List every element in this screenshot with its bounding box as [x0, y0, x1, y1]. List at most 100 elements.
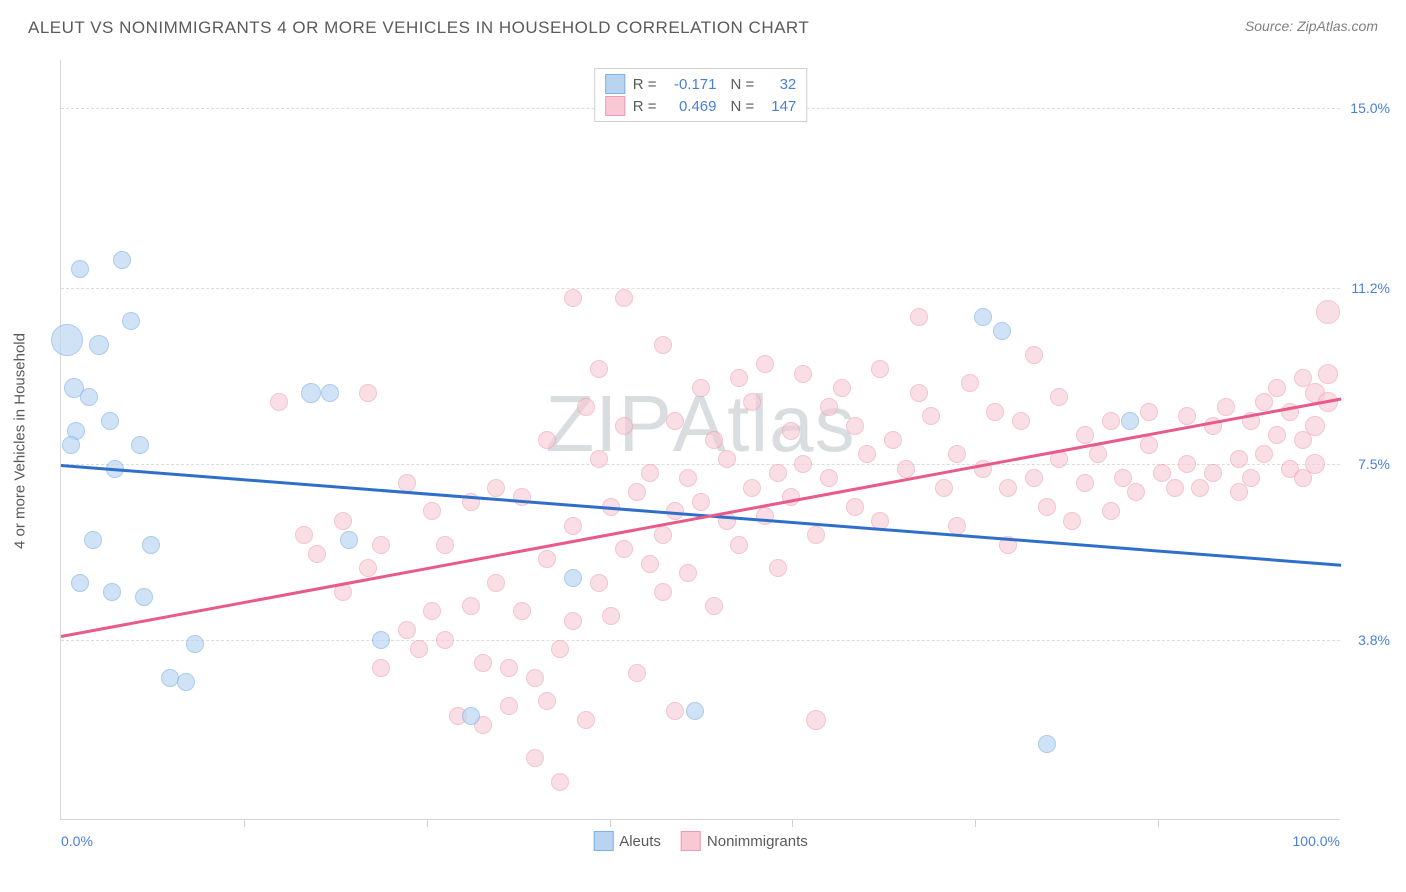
scatter-point	[564, 289, 582, 307]
scatter-point	[1025, 469, 1043, 487]
scatter-point	[1121, 412, 1139, 430]
scatter-point	[80, 388, 98, 406]
scatter-point	[871, 360, 889, 378]
legend-swatch-aleuts	[593, 831, 613, 851]
swatch-nonimmigrants	[605, 96, 625, 116]
scatter-point	[308, 545, 326, 563]
scatter-point	[1318, 364, 1338, 384]
scatter-point	[474, 654, 492, 672]
scatter-point	[641, 464, 659, 482]
scatter-point	[161, 669, 179, 687]
x-tick	[1158, 819, 1159, 827]
legend-item-aleuts: Aleuts	[593, 831, 661, 851]
scatter-point	[142, 536, 160, 554]
scatter-point	[1230, 450, 1248, 468]
scatter-point	[513, 602, 531, 620]
scatter-point	[794, 365, 812, 383]
scatter-point	[756, 355, 774, 373]
scatter-point	[1038, 498, 1056, 516]
scatter-point	[666, 702, 684, 720]
scatter-point	[590, 450, 608, 468]
scatter-point	[590, 360, 608, 378]
scatter-point	[462, 597, 480, 615]
scatter-point	[372, 536, 390, 554]
scatter-point	[1178, 407, 1196, 425]
scatter-point	[615, 289, 633, 307]
legend-swatch-nonimmigrants	[681, 831, 701, 851]
scatter-point	[615, 540, 633, 558]
scatter-point	[538, 431, 556, 449]
scatter-point	[101, 412, 119, 430]
legend-item-nonimmigrants: Nonimmigrants	[681, 831, 808, 851]
scatter-point	[1230, 483, 1248, 501]
scatter-point	[686, 702, 704, 720]
scatter-point	[122, 312, 140, 330]
scatter-point	[910, 384, 928, 402]
x-tick	[975, 819, 976, 827]
scatter-point	[590, 574, 608, 592]
scatter-point	[1268, 426, 1286, 444]
scatter-point	[551, 773, 569, 791]
scatter-point	[538, 692, 556, 710]
scatter-point	[1305, 416, 1325, 436]
scatter-point	[410, 640, 428, 658]
scatter-point	[1076, 426, 1094, 444]
scatter-point	[692, 379, 710, 397]
scatter-point	[718, 450, 736, 468]
scatter-point	[71, 574, 89, 592]
scatter-point	[423, 602, 441, 620]
stats-legend: R = -0.171 N = 32 R = 0.469 N = 147	[594, 68, 808, 122]
scatter-point	[551, 640, 569, 658]
y-tick-label: 15.0%	[1350, 100, 1390, 116]
n-value-nonimmigrants: 147	[760, 98, 796, 115]
scatter-point	[1089, 445, 1107, 463]
scatter-point	[359, 384, 377, 402]
scatter-point	[1204, 464, 1222, 482]
scatter-point	[62, 436, 80, 454]
scatter-point	[743, 393, 761, 411]
scatter-point	[654, 583, 672, 601]
scatter-point	[922, 407, 940, 425]
x-tick	[244, 819, 245, 827]
scatter-point	[1140, 403, 1158, 421]
scatter-point	[398, 621, 416, 639]
stats-row-nonimmigrants: R = 0.469 N = 147	[605, 95, 797, 117]
stats-row-aleuts: R = -0.171 N = 32	[605, 73, 797, 95]
y-tick-label: 11.2%	[1351, 280, 1390, 296]
swatch-aleuts	[605, 74, 625, 94]
scatter-point	[910, 308, 928, 326]
scatter-point	[1012, 412, 1030, 430]
trend-line-nonimmigrants	[61, 397, 1341, 637]
scatter-point	[846, 417, 864, 435]
scatter-point	[1076, 474, 1094, 492]
y-tick-label: 7.5%	[1358, 456, 1390, 472]
scatter-point	[833, 379, 851, 397]
scatter-point	[177, 673, 195, 691]
scatter-point	[807, 526, 825, 544]
scatter-point	[935, 479, 953, 497]
scatter-point	[526, 669, 544, 687]
scatter-point	[769, 464, 787, 482]
scatter-point	[705, 431, 723, 449]
scatter-point	[113, 251, 131, 269]
plot-area: ZIPAtlas R = -0.171 N = 32 R = 0.469 N =…	[60, 60, 1340, 820]
scatter-point	[1178, 455, 1196, 473]
r-value-aleuts: -0.171	[663, 76, 717, 93]
source-attribution: Source: ZipAtlas.com	[1245, 18, 1378, 34]
scatter-point	[301, 383, 321, 403]
scatter-point	[89, 335, 109, 355]
scatter-point	[993, 322, 1011, 340]
scatter-point	[743, 479, 761, 497]
x-tick	[792, 819, 793, 827]
scatter-point	[513, 488, 531, 506]
scatter-point	[359, 559, 377, 577]
scatter-point	[270, 393, 288, 411]
y-tick-label: 3.8%	[1358, 632, 1390, 648]
scatter-point	[564, 569, 582, 587]
scatter-point	[84, 531, 102, 549]
scatter-point	[884, 431, 902, 449]
scatter-point	[897, 460, 915, 478]
scatter-point	[794, 455, 812, 473]
scatter-point	[1191, 479, 1209, 497]
scatter-point	[526, 749, 544, 767]
